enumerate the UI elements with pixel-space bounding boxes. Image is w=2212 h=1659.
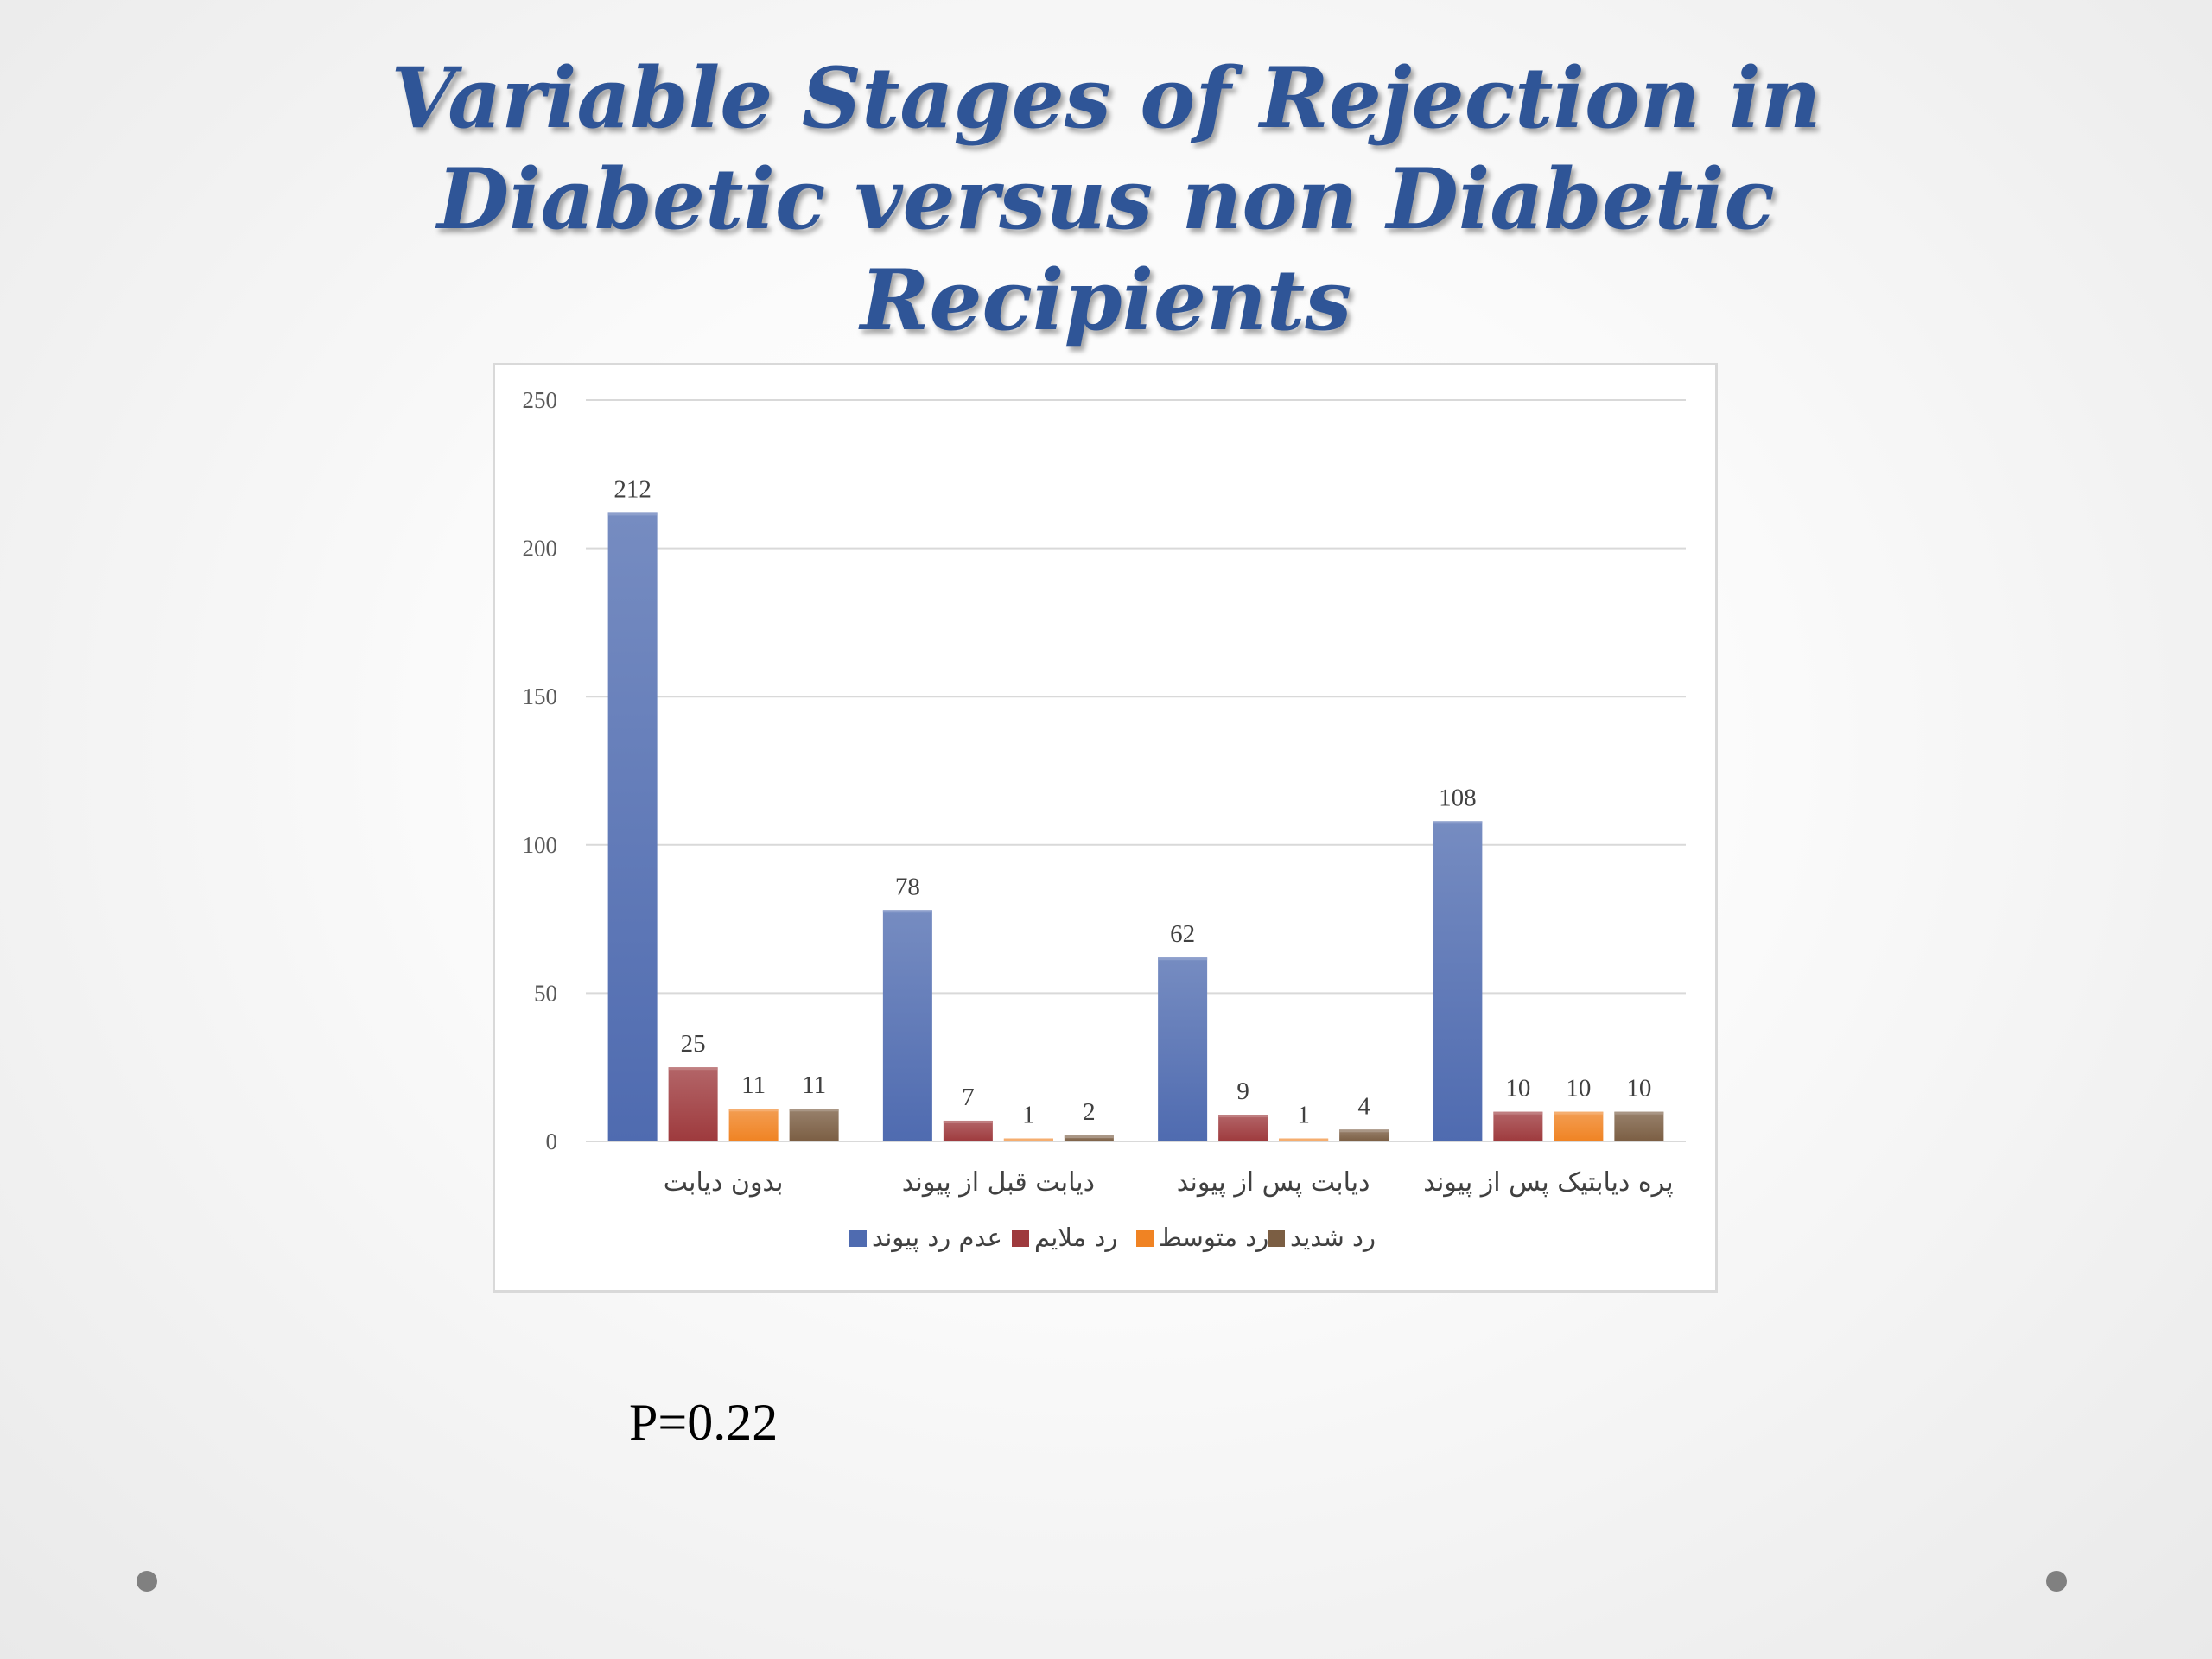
legend-label: رد ملایم: [1034, 1223, 1117, 1253]
data-label: 4: [1357, 1092, 1370, 1120]
x-category-label: دیابت پس از پیوند: [1177, 1167, 1370, 1198]
data-label: 25: [681, 1030, 706, 1058]
title-line-2: Diabetic versus non Diabetic: [437, 150, 1775, 248]
data-label: 2: [1083, 1098, 1096, 1126]
y-tick-label: 0: [546, 1128, 558, 1154]
title-line-3: Recipients: [860, 251, 1352, 349]
bar-highlight: [789, 1109, 839, 1112]
y-tick-label: 50: [534, 980, 557, 1006]
bar: [1614, 1111, 1664, 1141]
bar-highlight: [1433, 821, 1483, 824]
data-label: 10: [1626, 1075, 1651, 1103]
bar-highlight: [1064, 1135, 1114, 1139]
data-label: 78: [895, 873, 920, 900]
y-tick-label: 200: [523, 536, 558, 562]
legend-swatch: [849, 1230, 867, 1247]
legend-swatch: [1012, 1230, 1029, 1247]
bar-highlight: [1279, 1138, 1329, 1141]
y-tick-label: 150: [523, 683, 558, 709]
bar-highlight: [1158, 957, 1208, 961]
bar: [1158, 957, 1208, 1141]
legend-label: رد شدید: [1290, 1223, 1376, 1252]
data-label: 108: [1439, 784, 1477, 811]
bar-highlight: [1554, 1111, 1604, 1115]
bar-highlight: [943, 1120, 993, 1123]
data-label: 7: [962, 1084, 975, 1111]
data-label: 9: [1236, 1077, 1249, 1105]
bar-highlight: [668, 1067, 718, 1071]
data-label: 1: [1297, 1102, 1310, 1129]
bar: [1339, 1129, 1389, 1141]
legend-label: عدم رد پیوند: [872, 1223, 1002, 1253]
bar: [1554, 1111, 1604, 1141]
bar-highlight: [607, 512, 658, 516]
x-category-label: بدون دیابت: [664, 1167, 784, 1198]
bar: [943, 1120, 993, 1141]
bar: [1493, 1111, 1543, 1141]
data-label: 11: [802, 1071, 826, 1099]
chart-frame: 0 50 100 150 200 250 212 25 11 11 بدون دیابت 78 7 1 2 د…: [493, 363, 1718, 1293]
data-label: 62: [1170, 920, 1195, 948]
bar-highlight: [1218, 1115, 1268, 1118]
bar: [1433, 821, 1483, 1141]
data-label: 10: [1505, 1075, 1530, 1103]
data-label: 11: [741, 1071, 766, 1099]
legend-swatch: [1268, 1230, 1285, 1247]
bar: [728, 1109, 779, 1141]
bar-highlight: [1339, 1129, 1389, 1133]
p-value-text: P=0.22: [629, 1394, 779, 1451]
corner-dot-left: [137, 1571, 157, 1592]
bar: [1064, 1135, 1114, 1141]
bar-highlight: [882, 910, 932, 913]
y-tick-label: 250: [523, 387, 558, 413]
slide-title: Variable Stages of Rejection in Diabetic…: [346, 48, 1866, 351]
bar-chart: 0 50 100 150 200 250 212 25 11 11 بدون دیابت 78 7 1 2 د…: [523, 387, 1686, 1253]
bar-highlight: [1493, 1111, 1543, 1115]
x-category-label: پره دیابتیک پس از پیوند: [1423, 1167, 1673, 1198]
data-label: 10: [1566, 1075, 1591, 1103]
bar: [607, 512, 658, 1141]
bar: [1218, 1115, 1268, 1141]
corner-dot-right: [2046, 1571, 2067, 1592]
x-category-label: دیابت قبل از پیوند: [902, 1167, 1095, 1198]
legend-label: رد متوسط: [1159, 1223, 1268, 1252]
data-label: 1: [1022, 1102, 1035, 1129]
data-label: 212: [613, 475, 652, 503]
bar-highlight: [728, 1109, 779, 1112]
bar-highlight: [1614, 1111, 1664, 1115]
bar: [882, 910, 932, 1141]
y-tick-label: 100: [523, 832, 558, 858]
bar: [668, 1067, 718, 1141]
bar-highlight: [1003, 1138, 1053, 1141]
legend-swatch: [1136, 1230, 1154, 1247]
title-line-1: Variable Stages of Rejection in: [391, 49, 1821, 147]
bar: [789, 1109, 839, 1141]
